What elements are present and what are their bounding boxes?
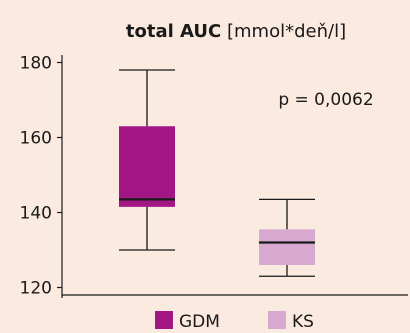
legend-swatch-ks — [268, 311, 286, 329]
chart-title-bold: total AUC — [126, 21, 221, 42]
chart-title-unit: [mmol*deň/l] — [221, 21, 346, 42]
y-tick-label-120: 120 — [20, 279, 52, 299]
legend: GDM KS — [155, 311, 314, 332]
y-tick-label-160: 160 — [20, 129, 52, 149]
gdm-box — [119, 126, 175, 207]
y-tick-label-140: 140 — [20, 204, 52, 224]
p-value-annotation: p = 0,0062 — [278, 90, 373, 110]
ks-box — [259, 229, 315, 265]
legend-label-ks: KS — [292, 312, 314, 329]
chart-title: total AUC [mmol*deň/l] — [126, 21, 346, 42]
legend-label-gdm: GDM — [179, 312, 220, 329]
y-tick-label-180: 180 — [20, 54, 52, 74]
plot-area: 120 140 160 180 — [20, 54, 408, 299]
legend-swatch-gdm — [155, 311, 173, 329]
